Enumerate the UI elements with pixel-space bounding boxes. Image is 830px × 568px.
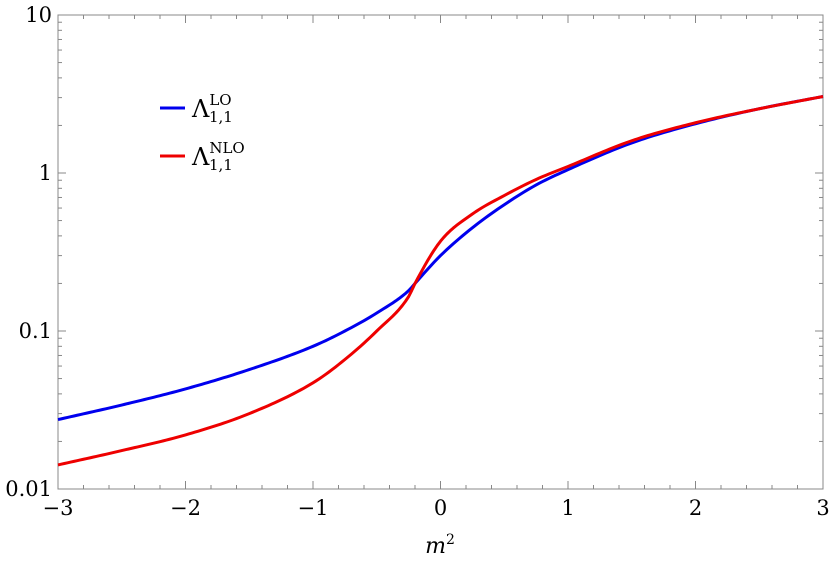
x-axis-label-superscript: 2 xyxy=(446,532,455,548)
series-lines xyxy=(57,95,824,467)
tick-labels: −3 −2 −1 0 1 2 3 0.01 0.1 1 10 xyxy=(5,3,829,520)
y-tick-label: 10 xyxy=(25,3,52,27)
plot-frame xyxy=(57,14,824,490)
legend: ΛLO 1,1 ΛNLO 1,1 xyxy=(160,91,245,174)
series-line-nlo xyxy=(57,95,824,467)
legend-label: ΛNLO 1,1 xyxy=(191,139,245,174)
x-tick-label: 1 xyxy=(561,496,574,520)
y-tick-label: 0.01 xyxy=(5,477,52,501)
x-tick-label: 3 xyxy=(816,496,829,520)
x-tick-label: −3 xyxy=(43,496,74,520)
ticks xyxy=(57,15,824,490)
series-line-lo xyxy=(57,95,824,422)
legend-label: ΛLO 1,1 xyxy=(191,91,233,126)
x-tick-label: −1 xyxy=(298,496,329,520)
x-tick-label: −2 xyxy=(170,496,201,520)
x-axis-label: m2 xyxy=(425,532,455,559)
x-tick-label: 2 xyxy=(689,496,702,520)
x-tick-label: 0 xyxy=(434,496,447,520)
y-tick-label: 1 xyxy=(39,161,52,185)
y-tick-label: 0.1 xyxy=(19,319,52,343)
